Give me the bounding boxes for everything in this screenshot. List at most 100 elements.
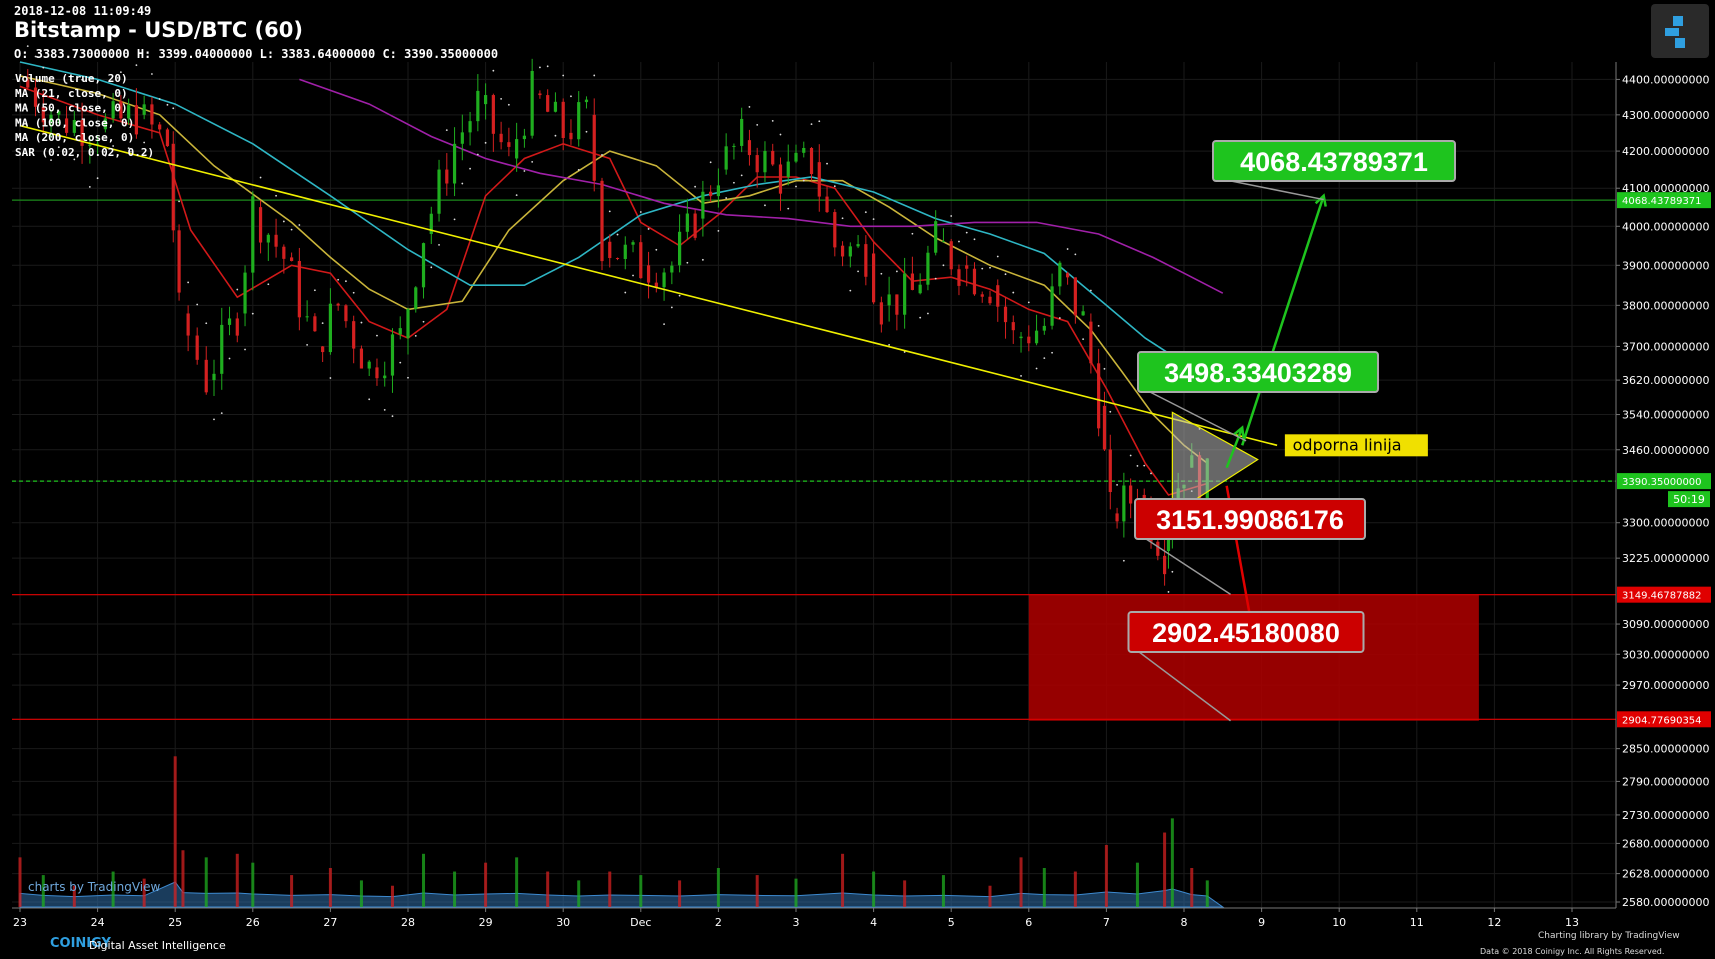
volume-bar <box>290 875 294 907</box>
sar-dot <box>670 306 673 309</box>
y-tick-label: 2580.00000000 <box>1622 896 1709 909</box>
sar-dot <box>1136 465 1139 467</box>
y-tick-label: 4200.00000000 <box>1622 145 1709 158</box>
sar-dot <box>1058 317 1061 319</box>
x-tick-label: 23 <box>13 916 27 929</box>
x-tick-label: 10 <box>1332 916 1346 929</box>
volume-bar <box>841 853 845 907</box>
sar-dot <box>740 174 743 177</box>
sar-dot <box>515 194 518 197</box>
candle-body <box>134 105 138 135</box>
volume-bar <box>794 878 798 907</box>
breakout-arrow <box>1225 427 1244 469</box>
candle-body <box>344 305 348 322</box>
volume-bar <box>1019 857 1023 907</box>
volume-bar <box>41 875 45 907</box>
volume-bar <box>1190 867 1194 907</box>
candle-body <box>491 95 495 134</box>
sar-dot <box>539 66 541 69</box>
sar-dot <box>764 204 766 207</box>
candle-body <box>747 140 752 156</box>
volume-bar <box>390 885 394 907</box>
candle-body <box>177 230 181 293</box>
sar-dot <box>1074 253 1077 256</box>
candle-body <box>678 231 682 266</box>
sar-dot <box>725 197 728 199</box>
volume-bar <box>72 885 76 907</box>
candle-body <box>701 191 705 219</box>
candle-body <box>553 101 558 112</box>
x-tick-label: 29 <box>479 916 493 929</box>
candle-body <box>282 246 286 259</box>
candle-body <box>88 144 92 146</box>
candle-body <box>786 161 790 177</box>
sar-dot <box>275 194 277 197</box>
volume-bar <box>422 853 426 907</box>
candle-body <box>530 70 534 136</box>
sar-dot <box>546 65 549 68</box>
sar-dot <box>151 73 153 75</box>
candlesticks <box>26 45 1209 593</box>
volume-bar <box>453 871 457 907</box>
target-value: 2902.45180080 <box>1152 618 1340 648</box>
candle-body <box>352 321 356 349</box>
x-tick-label: 11 <box>1410 916 1424 929</box>
sar-dot <box>1012 291 1015 294</box>
sar-dot <box>236 288 239 291</box>
candle-body <box>305 316 309 318</box>
candle-body <box>802 147 806 153</box>
candle-body <box>1108 449 1112 493</box>
y-tick-label: 3090.00000000 <box>1622 618 1709 631</box>
y-tick-label: 2628.00000000 <box>1622 868 1709 881</box>
volume-bar <box>678 880 682 907</box>
sar-dot <box>484 141 487 144</box>
sar-dot <box>313 289 316 292</box>
candle-body <box>654 282 658 288</box>
sar-dot <box>1020 375 1022 377</box>
candle-body <box>328 303 332 353</box>
ohlc-readout: O: 3383.73000000 H: 3399.04000000 L: 338… <box>14 47 499 61</box>
candle-body <box>96 143 100 145</box>
candle-body <box>872 253 876 303</box>
x-tick-label: 5 <box>948 916 955 929</box>
sar-dot <box>678 294 681 297</box>
sar-dot <box>880 272 883 275</box>
candle-body <box>724 146 728 170</box>
sar-dot <box>507 103 510 106</box>
sar-dot <box>259 176 262 179</box>
y-tick-label: 3900.00000000 <box>1622 259 1709 272</box>
sar-dot <box>1097 324 1100 327</box>
sar-dot <box>476 153 479 156</box>
sar-dot <box>399 361 402 364</box>
candle-body <box>41 106 45 123</box>
volume-bar <box>1205 880 1209 907</box>
volume-bar <box>872 871 876 907</box>
legend-item: SAR (0.02, 0.02, 0.2) <box>15 146 154 159</box>
candle-body <box>903 273 907 315</box>
candle-body <box>840 245 845 257</box>
sar-dot <box>965 231 968 234</box>
target-box <box>1134 498 1366 540</box>
coinigy-logo-icon[interactable] <box>1651 4 1709 58</box>
volume-bar <box>251 862 255 907</box>
candle-body <box>569 132 573 140</box>
sar-dot <box>282 220 285 223</box>
y-tick-label: 3030.00000000 <box>1622 648 1709 661</box>
candle-body <box>398 328 402 335</box>
sar-dot <box>531 160 534 163</box>
chart-grid <box>12 62 1615 908</box>
sar-dot <box>205 322 208 325</box>
candle-body <box>390 334 395 376</box>
sar-dot <box>934 277 937 280</box>
candle-body <box>631 242 635 245</box>
sar-dot <box>1051 351 1053 354</box>
candle-body <box>1163 555 1167 575</box>
sar-dot <box>166 103 169 106</box>
sar-dot <box>1066 248 1069 250</box>
sar-dot <box>655 248 658 251</box>
candle-body <box>755 155 759 173</box>
sar-dot <box>733 181 735 184</box>
candle-body <box>165 129 170 147</box>
volume-bar <box>111 871 115 907</box>
